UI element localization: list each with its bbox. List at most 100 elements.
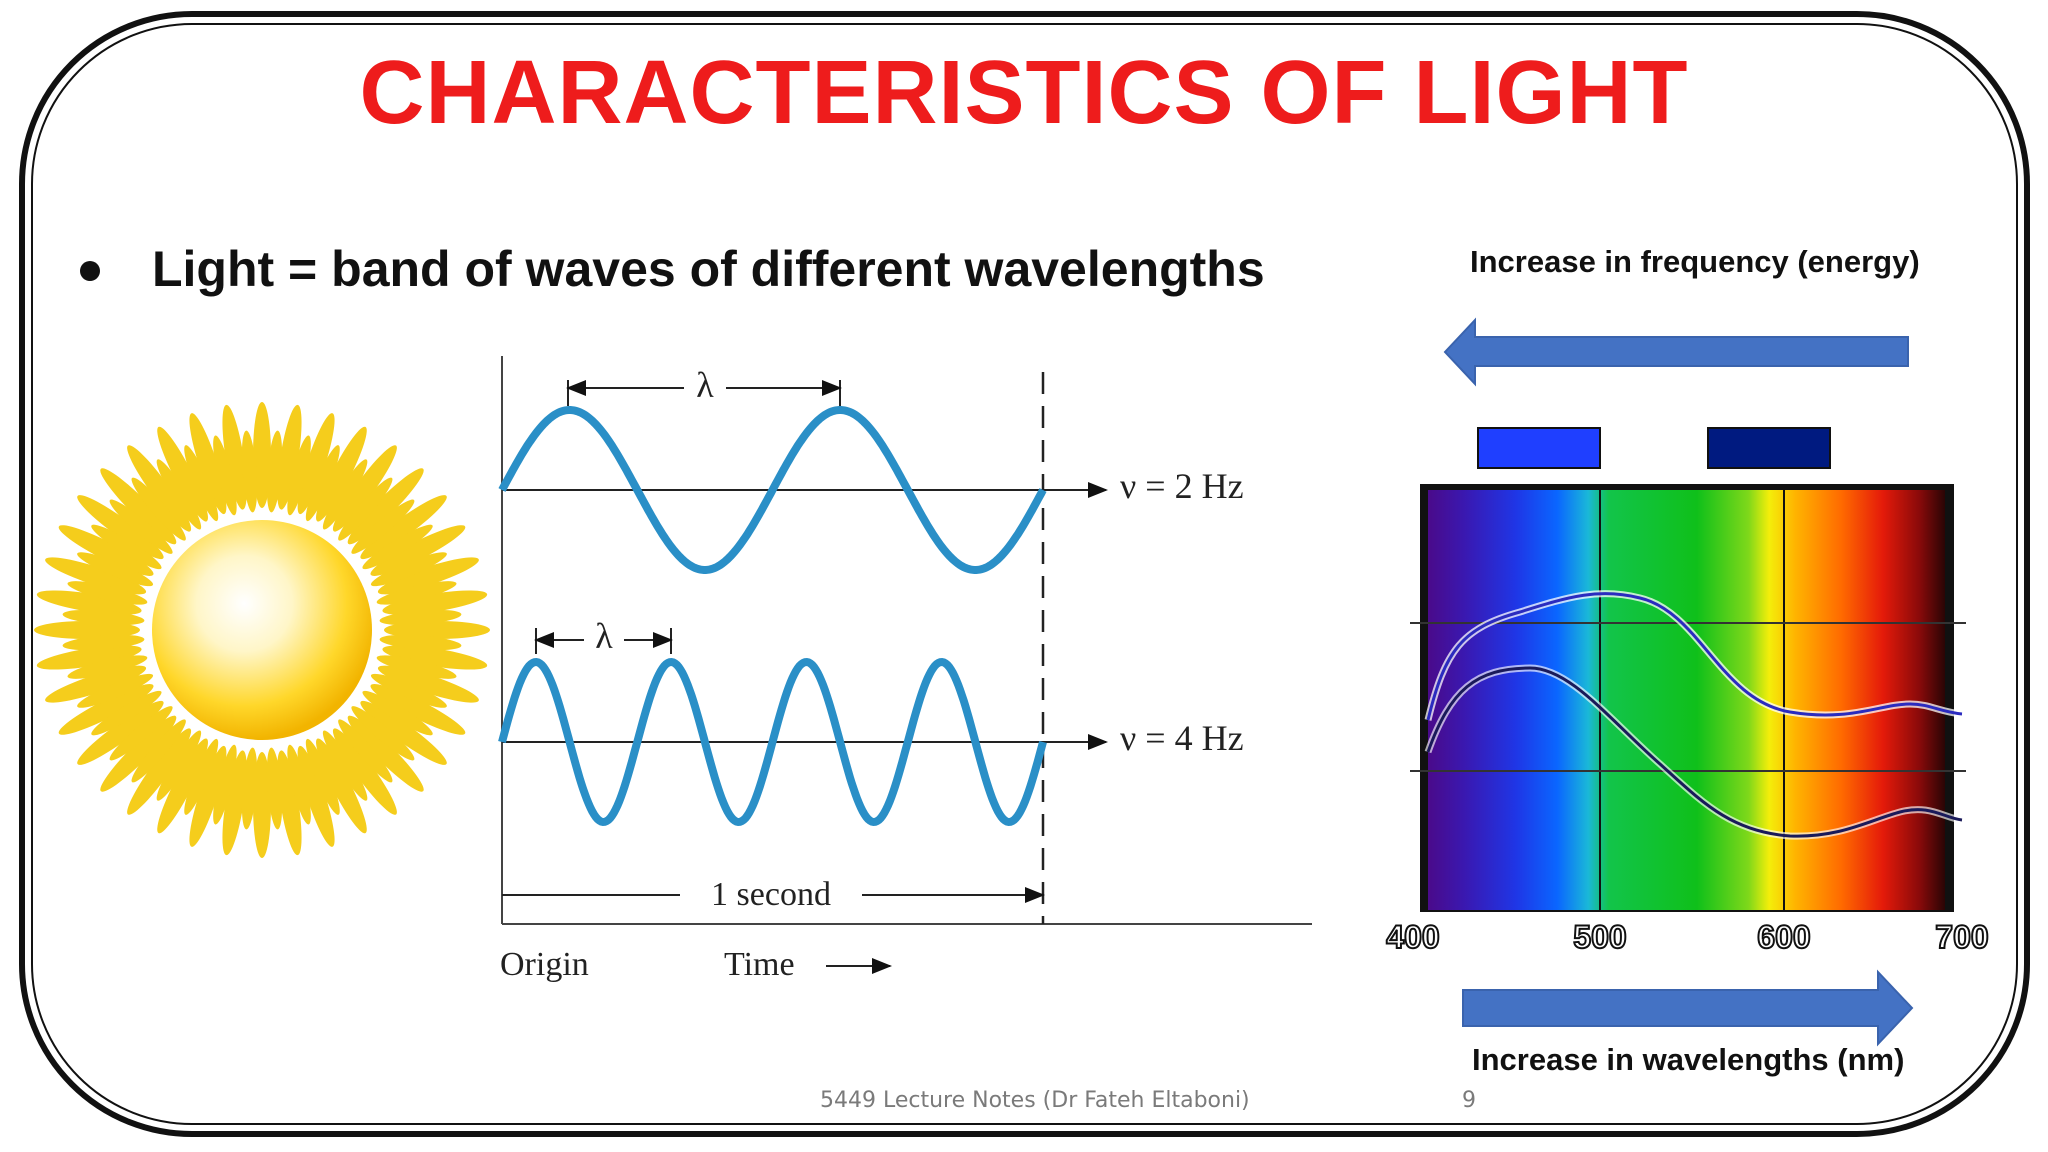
sun-ray (36, 590, 142, 615)
sun-ray (305, 445, 340, 522)
frequency-arrow (1443, 317, 1909, 387)
sun-ray (109, 706, 173, 761)
sun-ray (297, 413, 335, 515)
color-swatch-navy (1707, 427, 1831, 469)
sun-ray (222, 750, 247, 856)
sun-ray (351, 706, 415, 761)
sun-ray (332, 445, 397, 532)
sun-ray (156, 730, 202, 801)
sun-ray (287, 744, 311, 825)
color-swatch-blue (1477, 427, 1601, 469)
sun-ray (91, 690, 162, 736)
sun-ray (322, 459, 368, 530)
sun-ray (382, 590, 488, 615)
sun-ray (266, 430, 283, 513)
bullet-text: Light = band of waves of different wavel… (152, 241, 1265, 297)
sun-ray (379, 634, 462, 651)
sun-ray (377, 665, 479, 703)
sun-ray (379, 609, 462, 626)
sun-ray (157, 426, 208, 522)
sun-ray (253, 402, 271, 508)
axis-tick-700: 700 (1935, 919, 1988, 955)
wavelength-caption: Increase in wavelengths (nm) (1472, 1042, 1905, 1077)
sun-ray (62, 634, 145, 651)
sun-ray (277, 404, 302, 510)
sun-ray (67, 581, 148, 605)
sun-ray (45, 665, 147, 703)
sun-ray (338, 719, 393, 783)
wave-diagram: λ ν = 2 Hz λ ν = 4 Hz 1 second Origin Ti… (498, 356, 1312, 983)
sun-ray (277, 750, 302, 856)
sun-ray (109, 499, 173, 554)
spectrum-figure: 400 500 600 700 (1385, 317, 1990, 1047)
sun-ray (370, 525, 466, 576)
sun-image (34, 402, 490, 858)
sun-ray (316, 426, 367, 522)
lambda-label-top: λ (696, 365, 714, 405)
sun-ray (100, 468, 177, 545)
sun-ray (266, 747, 283, 830)
sun-ray (253, 752, 271, 858)
sun-ray (370, 552, 447, 587)
sun-ray (77, 673, 154, 708)
sun-ray (213, 744, 237, 825)
sun-ray (316, 738, 367, 834)
sun-ray (362, 690, 433, 736)
sun-ray (362, 524, 433, 570)
sun-ray (77, 552, 154, 587)
sun-ray (360, 700, 447, 765)
sun-ray (347, 468, 424, 545)
sun-ray (62, 609, 145, 626)
sun-ray (58, 525, 154, 576)
sun-ray (100, 715, 177, 792)
top-wave (498, 406, 1047, 574)
origin-label: Origin (500, 946, 589, 983)
lambda-label-bottom: λ (595, 616, 613, 656)
sun-ray (347, 715, 424, 792)
slide-title: CHARACTERISTICS OF LIGHT (359, 43, 1689, 143)
sun-ray (127, 728, 192, 815)
sun-ray (377, 557, 479, 595)
sun-ray (67, 655, 148, 679)
sun-ray (384, 621, 490, 639)
bottom-wave-frequency-label: ν = 4 Hz (1120, 718, 1244, 758)
sun-ray (77, 700, 164, 765)
sun-ray (131, 719, 186, 783)
page-number: 9 (1462, 1088, 1476, 1113)
sun-ray (222, 404, 247, 510)
sun-ray (382, 645, 488, 670)
axis-tick-600: 600 (1757, 919, 1810, 955)
sun-ray (287, 435, 311, 516)
sun-ray (189, 745, 227, 847)
sun-ray (184, 738, 219, 815)
sun-ray (77, 495, 164, 560)
sun-ray (351, 499, 415, 554)
sun-ray (131, 477, 186, 541)
sun-ray (34, 621, 140, 639)
absorption-curve-upper (1426, 592, 1963, 721)
axis-tick-400: 400 (1386, 919, 1439, 955)
sun-ray (213, 435, 237, 516)
top-wave-frequency-label: ν = 2 Hz (1120, 466, 1244, 506)
frequency-caption: Increase in frequency (energy) (1470, 244, 1920, 279)
sun-disc (152, 520, 372, 740)
sun-ray (322, 730, 368, 801)
duration-label: 1 second (711, 876, 831, 913)
sun-ray (305, 738, 340, 815)
sun-ray (45, 557, 147, 595)
bottom-wave (498, 657, 1047, 827)
axis-tick-500: 500 (1573, 919, 1626, 955)
sun-rays (34, 402, 490, 858)
sun-ray (241, 747, 258, 830)
sun-ray (36, 645, 142, 670)
sun-ray (376, 655, 457, 679)
absorption-curve-lower (1426, 666, 1963, 838)
sun-ray (241, 430, 258, 513)
sun-ray (297, 745, 335, 847)
sun-ray (332, 728, 397, 815)
bullet-item: Light = band of waves of different wavel… (80, 240, 1265, 298)
sun-ray (127, 445, 192, 532)
bullet-dot (80, 261, 100, 281)
